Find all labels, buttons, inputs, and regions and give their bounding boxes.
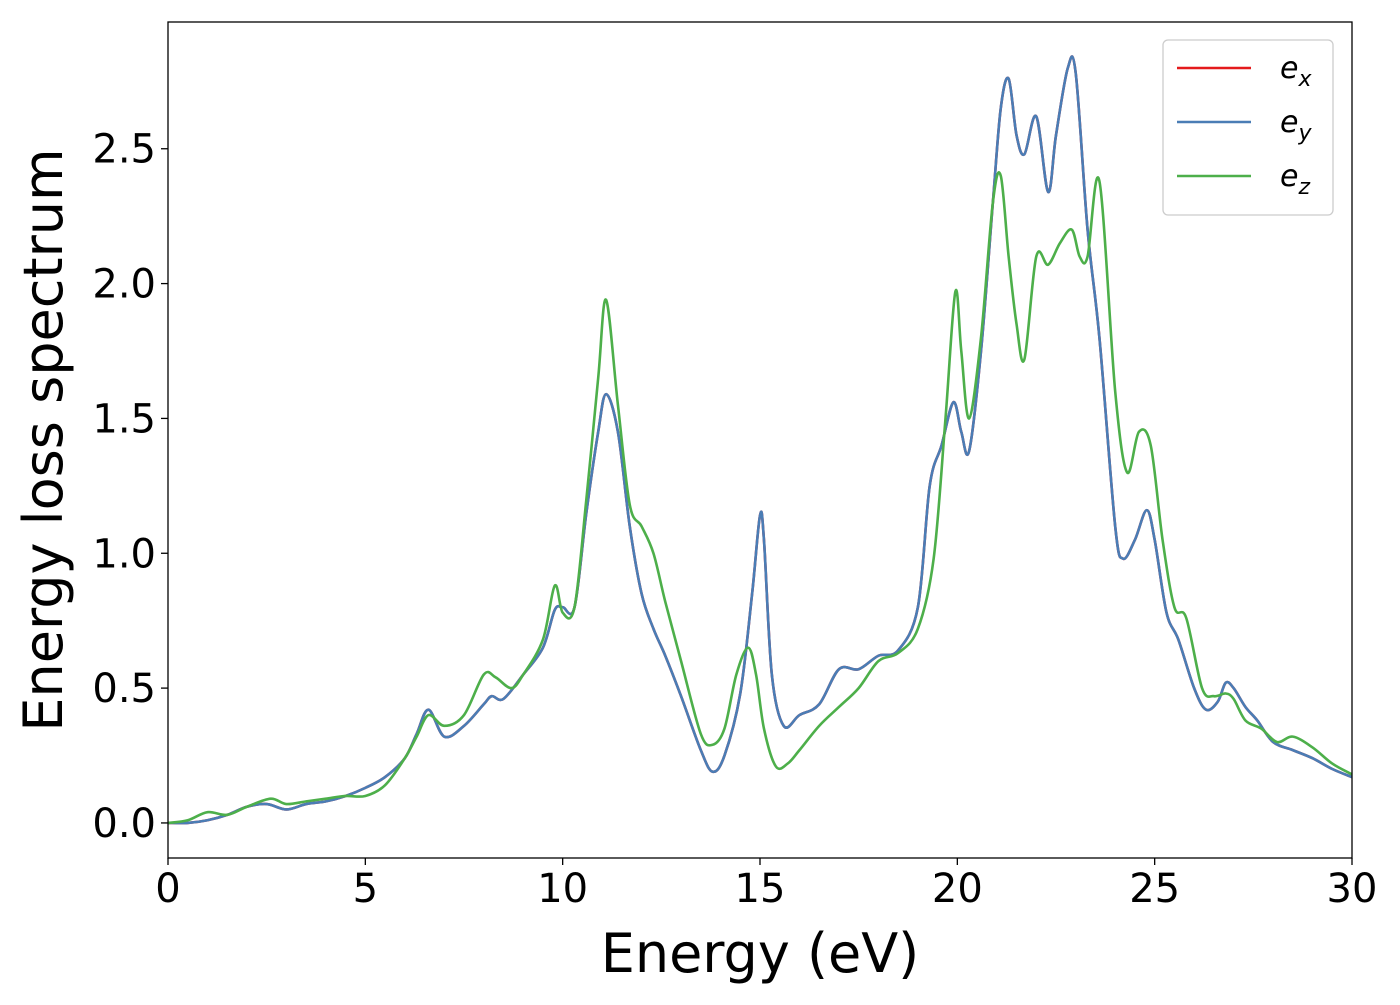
y-tick-label: 2.5 [92,127,156,173]
x-tick-label: 15 [735,866,786,912]
x-tick-label: 5 [353,866,378,912]
series-line-e-y [168,55,1352,825]
y-tick-label: 1.5 [92,396,156,442]
y-tick-label: 1.0 [92,531,156,577]
legend-label-e-y: ey [1280,105,1312,146]
series-line-e-z [168,171,1352,825]
x-tick-label: 20 [932,866,983,912]
x-tick-label: 10 [537,866,588,912]
x-tick-label: 0 [155,866,180,912]
legend-label-e-x: ex [1280,51,1312,92]
legend-box [1162,39,1334,216]
ticks-layer: 0 5 10 15 20 25 30 0.0 0.5 1.0 1.5 2.0 2.5 [92,127,1377,912]
series-layer [168,55,1352,825]
y-tick-label: 0.5 [92,666,156,712]
x-tick-label: 30 [1327,866,1378,912]
y-axis-title: Energy loss spectrum [12,148,75,731]
y-tick-label: 2.0 [92,262,156,308]
legend-label-e-z: ez [1280,159,1310,200]
legend: ex ey ez [1162,39,1334,216]
x-axis-title: Energy (eV) [601,922,920,985]
y-tick-label: 0.0 [92,801,156,847]
x-tick-label: 25 [1129,866,1180,912]
